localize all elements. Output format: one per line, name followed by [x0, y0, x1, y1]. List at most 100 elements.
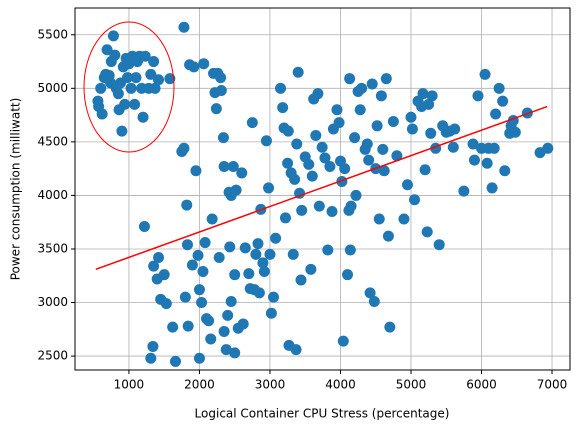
point	[215, 72, 227, 84]
point	[290, 344, 302, 356]
point	[279, 212, 291, 224]
point	[258, 265, 270, 277]
x-tick-label: 4000	[325, 378, 356, 392]
point	[169, 355, 181, 367]
point	[423, 98, 435, 110]
point	[96, 108, 108, 120]
point	[222, 309, 234, 321]
point	[336, 176, 348, 188]
point	[449, 123, 461, 135]
point	[310, 129, 322, 141]
point	[230, 184, 242, 196]
point	[125, 82, 137, 94]
x-tick-label: 5000	[396, 378, 427, 392]
point	[153, 74, 165, 86]
point	[178, 142, 190, 154]
point	[181, 199, 193, 211]
point	[387, 116, 399, 128]
point	[203, 315, 215, 327]
point	[324, 161, 336, 173]
point	[409, 194, 421, 206]
point	[137, 111, 149, 123]
point	[188, 61, 200, 73]
point	[493, 82, 505, 94]
point	[426, 90, 438, 102]
point	[447, 141, 459, 153]
plot-frame	[74, 7, 571, 371]
point	[160, 298, 172, 310]
point	[344, 244, 356, 256]
point	[253, 287, 265, 299]
grid: 1000 2000 3000 4000 5000 6000 7000 2500 3000 3500…	[37, 8, 570, 392]
point	[148, 56, 160, 68]
point	[398, 213, 410, 225]
point	[246, 117, 258, 129]
point	[282, 157, 294, 169]
point	[472, 90, 484, 102]
point	[182, 320, 194, 332]
point	[210, 103, 222, 115]
point	[497, 95, 509, 107]
point	[306, 170, 318, 182]
point	[267, 291, 279, 303]
point	[138, 220, 150, 232]
point	[292, 66, 304, 78]
point	[264, 248, 276, 260]
y-tick-label: 3500	[37, 241, 68, 255]
point	[95, 82, 107, 94]
point	[368, 295, 380, 307]
point	[217, 132, 229, 144]
x-axis-label: Logical Container CPU Stress (percentage…	[195, 407, 450, 421]
point	[148, 260, 160, 272]
point	[277, 102, 289, 114]
point	[265, 307, 277, 319]
point	[164, 73, 176, 85]
point	[488, 142, 500, 154]
point	[101, 44, 113, 56]
point	[193, 352, 205, 364]
point	[366, 78, 378, 90]
point	[350, 189, 362, 201]
point	[339, 163, 351, 175]
point	[373, 213, 385, 225]
point	[122, 72, 134, 84]
point	[250, 248, 262, 260]
point	[158, 269, 170, 281]
y-tick-label: 3000	[37, 295, 68, 309]
point	[107, 30, 119, 42]
point	[263, 182, 275, 194]
point	[116, 125, 128, 137]
x-tick-label: 6000	[466, 378, 497, 392]
point	[119, 98, 131, 110]
point	[542, 142, 554, 154]
point	[391, 150, 403, 162]
point	[237, 318, 249, 330]
x-tick-label: 3000	[255, 378, 286, 392]
point	[229, 269, 241, 281]
point	[215, 84, 227, 96]
point	[109, 49, 121, 61]
point	[289, 173, 301, 185]
point	[179, 291, 191, 303]
point	[481, 157, 493, 169]
point	[139, 50, 151, 62]
point	[218, 325, 230, 337]
point	[295, 274, 307, 286]
point	[130, 72, 142, 84]
point	[319, 152, 331, 164]
point	[425, 127, 437, 139]
point	[236, 167, 248, 179]
point	[363, 154, 375, 166]
point	[433, 239, 445, 251]
point	[198, 58, 210, 70]
marks	[92, 21, 554, 367]
point	[260, 135, 272, 147]
point	[337, 335, 349, 347]
point	[243, 268, 255, 280]
point	[206, 213, 218, 225]
point	[509, 126, 521, 138]
point	[356, 82, 368, 94]
point	[167, 321, 179, 333]
point	[417, 88, 429, 100]
point	[458, 185, 470, 197]
